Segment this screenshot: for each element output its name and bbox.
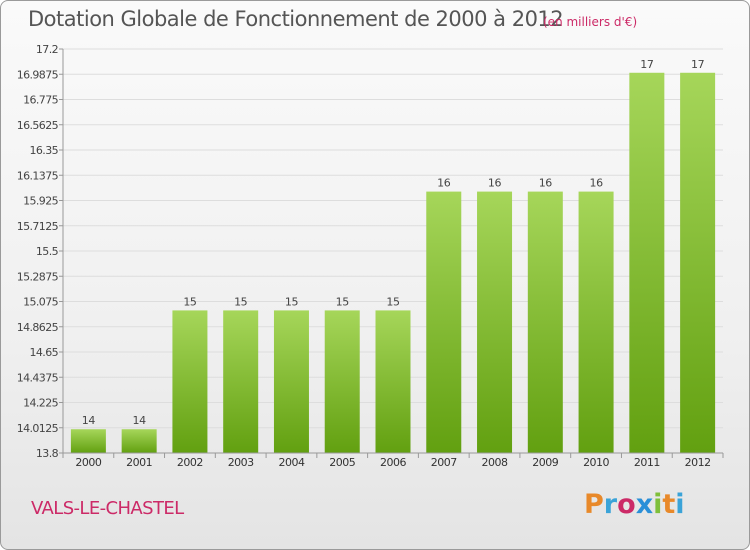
x-tick-label: 2010 — [583, 456, 609, 469]
data-label-2006: 15 — [386, 295, 400, 308]
y-tick-label: 16.5625 — [17, 119, 59, 132]
data-labels: 14 14 15 15 15 15 15 16 16 16 16 17 17 — [82, 58, 705, 427]
logo-letter: x — [635, 489, 654, 520]
data-label-2010: 16 — [589, 177, 603, 190]
y-tick-label: 15.075 — [23, 296, 58, 309]
data-label-2012: 17 — [691, 58, 705, 71]
x-tick-label: 2001 — [126, 456, 152, 469]
y-tick-label: 15.5 — [36, 245, 59, 258]
bar-2000 — [70, 429, 106, 453]
bar-2008 — [477, 191, 513, 453]
y-tick-label: 14.225 — [23, 397, 58, 410]
logo-letter: i — [675, 489, 685, 520]
x-axis-ticks: 2000 2001 2002 2003 2004 2005 2006 2007 2008 2009… — [62, 453, 724, 469]
bar-2007 — [426, 191, 462, 453]
y-tick-label: 16.35 — [30, 144, 59, 157]
proxiti-logo: Proxiti — [584, 489, 685, 520]
data-label-2007: 16 — [437, 177, 451, 190]
data-label-2004: 15 — [285, 295, 299, 308]
y-tick-label: 15.2875 — [17, 270, 59, 283]
data-label-2008: 16 — [488, 177, 502, 190]
bar-2001 — [121, 429, 157, 453]
data-label-2002: 15 — [183, 295, 197, 308]
data-label-2003: 15 — [234, 295, 248, 308]
x-tick-label: 2003 — [228, 456, 254, 469]
logo-letter: i — [653, 489, 663, 520]
y-tick-label: 14.65 — [30, 346, 59, 359]
bars — [70, 72, 716, 453]
bar-2009 — [527, 191, 563, 453]
y-tick-label: 17.2 — [36, 43, 58, 56]
y-tick-label: 16.775 — [23, 94, 58, 107]
bar-2005 — [324, 310, 360, 453]
bar-2003 — [223, 310, 259, 453]
logo-letter: t — [662, 489, 676, 520]
x-tick-label: 2004 — [278, 456, 304, 469]
x-tick-label: 2011 — [634, 456, 660, 469]
x-tick-label: 2012 — [685, 456, 711, 469]
y-tick-label: 15.7125 — [17, 220, 59, 233]
logo-letter: r — [603, 489, 618, 520]
bar-2011 — [629, 72, 665, 453]
data-label-2005: 15 — [336, 295, 350, 308]
bar-2006 — [375, 310, 411, 453]
bar-2004 — [273, 310, 309, 453]
y-tick-label: 13.8 — [36, 447, 59, 460]
y-tick-label: 16.1375 — [17, 169, 59, 182]
chart-title: Dotation Globale de Fonctionnement de 20… — [28, 7, 564, 31]
x-tick-label: 2006 — [380, 456, 406, 469]
y-tick-label: 14.4375 — [17, 371, 59, 384]
x-tick-label: 2008 — [482, 456, 508, 469]
y-tick-label: 14.0125 — [17, 422, 59, 435]
commune-name: VALS-LE-CHASTEL — [31, 498, 184, 519]
data-label-2000: 14 — [82, 414, 96, 427]
logo-letter: P — [584, 489, 604, 520]
data-label-2011: 17 — [640, 58, 654, 71]
y-axis-ticks: 13.8 14.0125 14.225 14.4375 14.65 14.8625 15.0… — [17, 43, 63, 460]
y-tick-label: 15.925 — [23, 195, 58, 208]
x-tick-label: 2009 — [532, 456, 558, 469]
bar-2002 — [172, 310, 208, 453]
data-label-2001: 14 — [133, 414, 147, 427]
bar-2010 — [578, 191, 614, 453]
x-tick-label: 2005 — [329, 456, 355, 469]
bar-2012 — [680, 72, 716, 453]
y-tick-label: 14.8625 — [17, 321, 59, 334]
chart-subtitle: (en milliers d'€) — [543, 15, 638, 29]
x-tick-label: 2002 — [177, 456, 203, 469]
y-tick-label: 16.9875 — [17, 68, 59, 81]
logo-letter: o — [617, 489, 636, 520]
x-tick-label: 2000 — [75, 456, 101, 469]
x-tick-label: 2007 — [431, 456, 457, 469]
axes — [62, 49, 723, 454]
data-label-2009: 16 — [539, 177, 553, 190]
